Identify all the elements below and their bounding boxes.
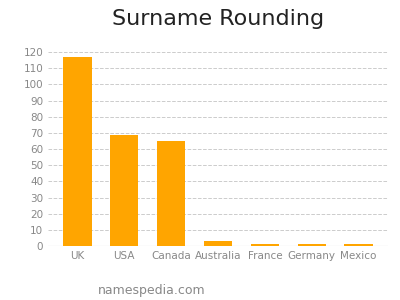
Bar — [157, 141, 185, 246]
Bar — [251, 244, 279, 246]
Bar — [110, 134, 138, 246]
Bar — [204, 241, 232, 246]
Bar — [298, 244, 326, 246]
Title: Surname Rounding: Surname Rounding — [112, 9, 324, 29]
Bar — [64, 57, 92, 246]
Text: namespedia.com: namespedia.com — [98, 284, 206, 297]
Bar — [344, 244, 372, 246]
